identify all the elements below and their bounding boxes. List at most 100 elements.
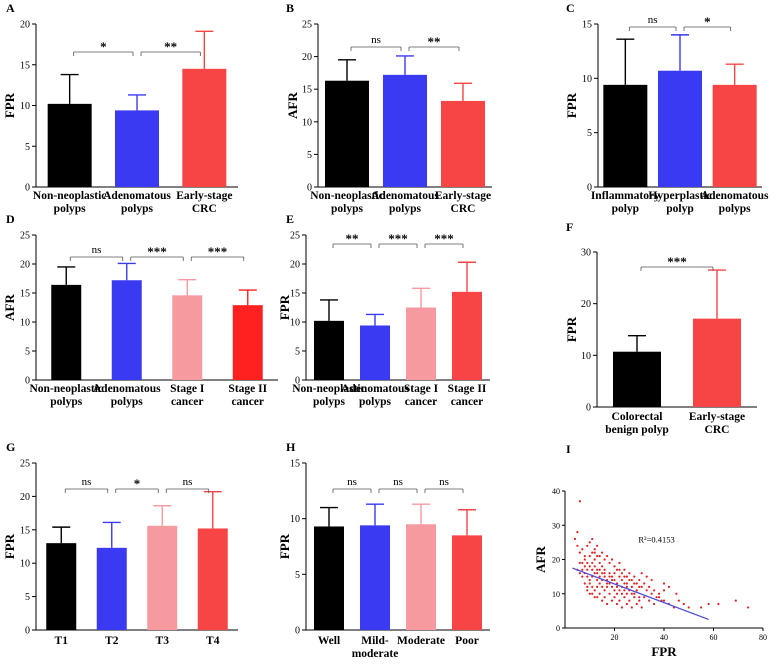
category-label-line: polyp (666, 203, 694, 215)
scatter-point (603, 575, 606, 578)
scatter-point (640, 585, 643, 589)
bar (452, 535, 482, 630)
scatter-point (640, 572, 643, 575)
y-tick-label: 15 (20, 289, 30, 300)
panel-label: A (6, 1, 15, 15)
scatter-point (625, 575, 628, 578)
y-tick-label: 10 (581, 351, 591, 362)
category-label: Adenomatous polyps (93, 383, 161, 408)
y-tick-label: 15 (20, 60, 30, 71)
category-label: T2 (105, 635, 119, 647)
scatter-point (657, 592, 661, 595)
scatter-point (613, 596, 616, 599)
significance-label: ns (82, 476, 92, 488)
scatter-point (586, 568, 589, 571)
bar (603, 84, 648, 187)
x-tick-label: 60 (710, 633, 718, 642)
scatter-point (633, 575, 636, 578)
scatter-point (623, 568, 626, 571)
category-label-line: Early-stage (176, 190, 232, 202)
x-axis-title: FPR (651, 644, 677, 659)
category-label-line: Non-neoplastic (310, 190, 383, 202)
scatter-point (603, 572, 606, 575)
category-label-line: CRC (451, 203, 476, 215)
bar (182, 68, 227, 187)
bar (147, 525, 178, 630)
category-label-line: polyps (50, 396, 82, 408)
category-label: T4 (206, 635, 220, 647)
bar (406, 524, 436, 630)
bar (232, 305, 263, 380)
y-axis-title: AFR (285, 92, 300, 119)
scatter-point (608, 561, 611, 565)
scatter-point (620, 606, 624, 609)
scatter-point (630, 606, 633, 609)
category-label-line: CRC (705, 424, 730, 436)
scatter-point (734, 599, 737, 602)
y-tick-label: 25 (20, 459, 30, 470)
scatter-point (638, 599, 641, 602)
category-label-line: Adenomatous (701, 190, 769, 202)
scatter-point (601, 599, 604, 602)
category-label: Stage II cancer (228, 383, 267, 408)
significance-label: *** (147, 244, 167, 259)
scatter-point (605, 554, 609, 558)
bar (314, 526, 344, 630)
scatter-point (591, 551, 594, 554)
category-label: Early-stage CRC (435, 190, 491, 215)
category-label: T1 (55, 635, 69, 647)
scatter-point (605, 585, 609, 589)
category-label-line: Stage I (170, 383, 205, 395)
category-label-line: T4 (206, 635, 220, 647)
bar (613, 351, 661, 407)
scatter-point (596, 596, 599, 599)
y-tick-label: 15 (582, 20, 592, 31)
scatter-point (638, 596, 641, 599)
scatter-point (608, 572, 611, 575)
significance-label: ns (439, 476, 449, 488)
y-tick-label: 10 (20, 101, 30, 112)
scatter-point (598, 554, 601, 558)
category-label-line: benign polyp (605, 424, 669, 436)
scatter-point (603, 568, 606, 571)
scatter-point (650, 592, 653, 595)
bar (115, 110, 159, 187)
y-tick-label: 25 (290, 231, 300, 242)
scatter-point (586, 575, 589, 578)
category-label-line: polyps (719, 203, 751, 215)
scatter-point (588, 541, 591, 544)
bar (693, 318, 741, 407)
scatter-point (603, 589, 606, 592)
scatter-point (578, 551, 581, 554)
panel-label: D (6, 212, 15, 226)
category-label-line: polyps (331, 203, 363, 215)
significance-label: ** (428, 34, 441, 49)
category-label-line: Stage II (448, 383, 487, 395)
scatter-point (613, 565, 616, 568)
scatter-point (593, 565, 596, 568)
scatter-point (586, 585, 589, 589)
scatter-point (638, 585, 641, 589)
scatter-point (643, 596, 646, 599)
scatter-point (598, 561, 601, 565)
scatter-point (608, 575, 611, 578)
y-axis-title: FPR (564, 92, 579, 118)
scatter-point (576, 544, 579, 547)
scatter-point (613, 572, 616, 575)
panel-G: G 0 5 10 15 20 25 FPR T1 T2 T3 T4 ns * ns (2, 440, 238, 647)
y-tick-label: 15 (302, 85, 312, 96)
y-tick-label: 30 (581, 248, 591, 259)
bar (325, 80, 369, 187)
scatter-point (593, 596, 596, 599)
scatter-point (588, 582, 591, 585)
category-label-line: T3 (156, 635, 170, 647)
scatter-point (605, 602, 609, 606)
category-label: Stage II cancer (448, 383, 487, 408)
panel-label: B (286, 1, 294, 15)
scatter-point (583, 582, 586, 585)
